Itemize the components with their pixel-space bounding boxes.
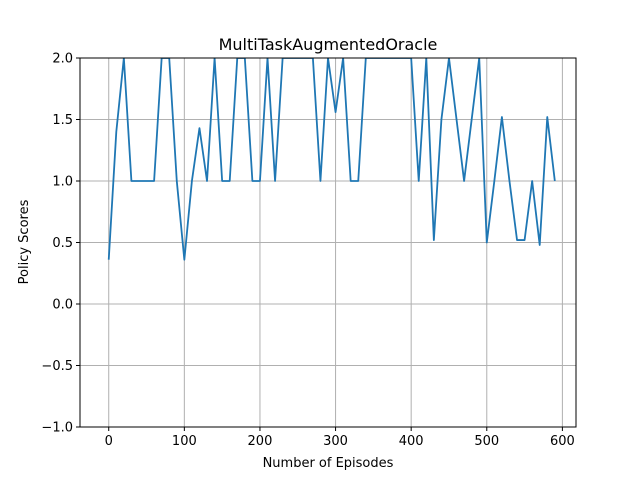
x-axis-label: Number of Episodes — [263, 456, 394, 471]
axes: 0 100 200 300 400 500 600 −1.0 −0.5 0.0 0.5 1.0 1.5 2… — [41, 52, 577, 449]
y-tick-label: 1.5 — [52, 113, 73, 128]
x-tick-label: 200 — [248, 434, 273, 449]
plot-frame — [79, 57, 577, 428]
y-tick-label: 0.5 — [52, 236, 73, 251]
y-tick-label: −0.5 — [41, 359, 73, 374]
chart-title: MultiTaskAugmentedOracle — [219, 35, 438, 54]
x-tick-label: 400 — [399, 434, 424, 449]
x-tick-label: 600 — [550, 434, 575, 449]
x-tick-label: 300 — [323, 434, 348, 449]
y-tick-label: −1.0 — [41, 421, 73, 436]
x-tick-label: 500 — [474, 434, 499, 449]
grid — [80, 57, 576, 428]
series-line — [107, 58, 556, 261]
x-tick-label: 100 — [172, 434, 197, 449]
plot-area — [107, 58, 556, 261]
y-tick-label: 2.0 — [52, 52, 73, 67]
y-axis-label: Policy Scores — [17, 199, 32, 284]
y-tick-label: 0.0 — [52, 298, 73, 313]
y-tick-label: 1.0 — [52, 175, 73, 190]
x-tick-label: 0 — [105, 434, 113, 449]
